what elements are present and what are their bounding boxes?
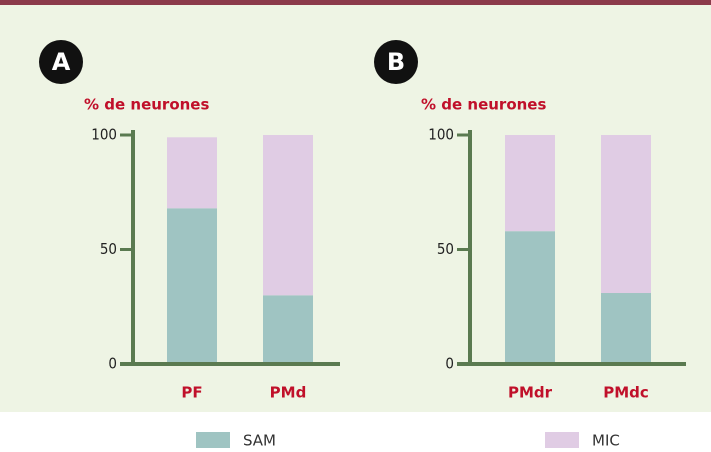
bar-segment [167,208,217,364]
y-tick-label: 50 [100,240,117,258]
bar-segment [505,231,555,364]
y-tick-label: 100 [428,126,454,144]
y-tick-label: 0 [445,355,454,373]
y-tick-label: 100 [91,126,117,144]
x-tick-label: PMdc [603,384,649,402]
legend-background [0,412,711,452]
legend-swatch [545,432,579,448]
x-tick-label: PMdr [508,384,553,402]
x-tick-label: PF [181,384,202,402]
panel-badge [39,40,83,84]
panel-label: A [52,48,71,76]
bar-segment [263,295,313,364]
y-axis-label: % de neurones [421,96,546,114]
legend-swatch [196,432,230,448]
bar-segment [601,135,651,294]
x-tick-label: PMd [270,384,307,402]
bar-segment [167,137,217,209]
bar-segment [505,135,555,232]
bar-segment [601,293,651,364]
y-axis-label: % de neurones [84,96,209,114]
top-rule [0,0,711,5]
legend-label: MIC [592,432,620,450]
panel-background [0,5,711,412]
panel-badge [374,40,418,84]
y-tick-label: 50 [437,240,454,258]
legend-label: SAM [243,432,276,450]
y-tick-label: 0 [108,355,117,373]
panel-label: B [387,48,405,76]
bar-segment [263,135,313,296]
